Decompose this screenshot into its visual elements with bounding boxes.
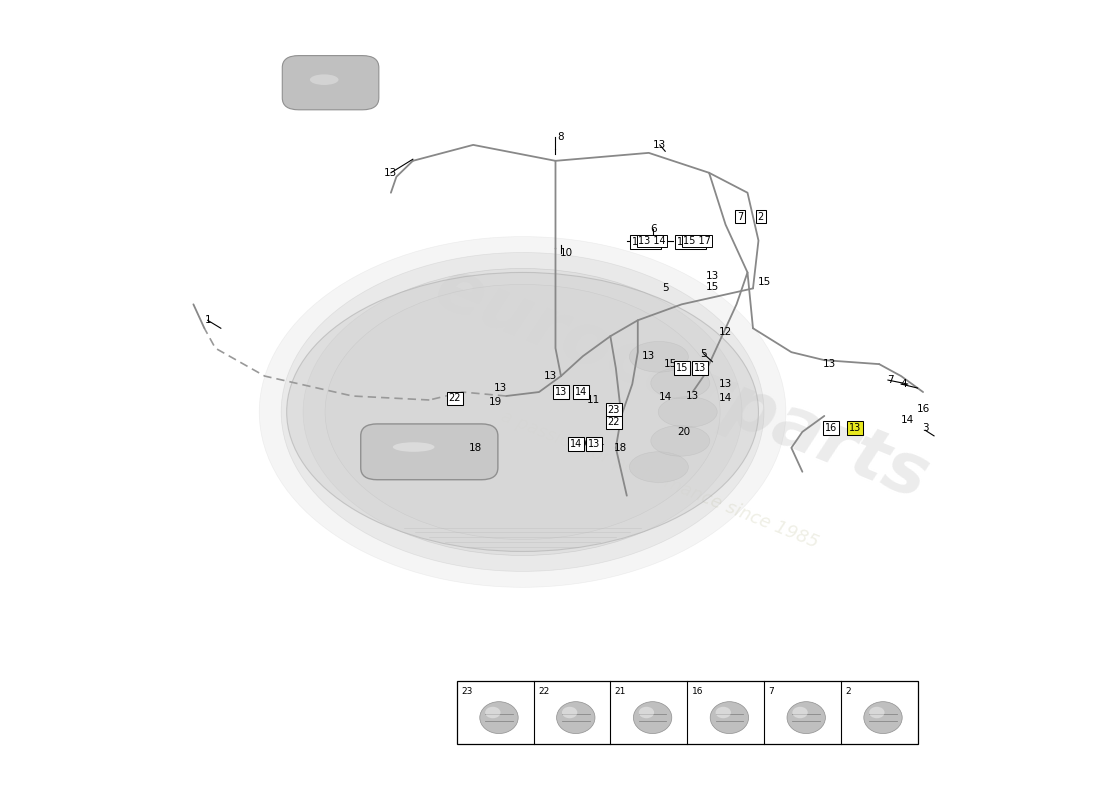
Text: 10: 10 <box>560 247 573 258</box>
Text: 14: 14 <box>574 387 586 397</box>
Ellipse shape <box>711 702 749 734</box>
Text: 13: 13 <box>719 379 733 389</box>
Text: 2: 2 <box>845 687 850 696</box>
Ellipse shape <box>651 368 710 398</box>
Text: 20: 20 <box>678 427 691 437</box>
Text: 13: 13 <box>642 351 656 361</box>
Text: 16: 16 <box>916 404 930 414</box>
Text: 1: 1 <box>205 315 211 326</box>
Text: 15: 15 <box>664 359 678 369</box>
Ellipse shape <box>562 706 578 718</box>
Text: 4: 4 <box>900 379 906 389</box>
Ellipse shape <box>393 442 434 452</box>
Text: 15: 15 <box>757 277 771 287</box>
Text: 13: 13 <box>543 371 557 381</box>
Text: 15 17: 15 17 <box>676 237 704 247</box>
Text: 13: 13 <box>694 363 706 373</box>
FancyBboxPatch shape <box>283 56 378 110</box>
Ellipse shape <box>480 702 518 734</box>
Text: 12: 12 <box>719 327 733 338</box>
Text: eurocarparts: eurocarparts <box>425 254 938 514</box>
Text: 11: 11 <box>587 395 601 405</box>
Ellipse shape <box>639 706 654 718</box>
Ellipse shape <box>716 706 730 718</box>
Ellipse shape <box>658 397 717 427</box>
Text: a passion for performance since 1985: a passion for performance since 1985 <box>498 407 822 552</box>
Text: 13: 13 <box>686 391 700 401</box>
Ellipse shape <box>864 702 902 734</box>
Text: 14: 14 <box>592 439 605 449</box>
Text: 5: 5 <box>701 349 707 358</box>
Ellipse shape <box>485 706 501 718</box>
Text: 22: 22 <box>449 394 461 403</box>
Text: 13: 13 <box>587 439 600 449</box>
Text: 15: 15 <box>706 282 719 292</box>
Text: 14: 14 <box>570 439 583 449</box>
Ellipse shape <box>282 253 764 571</box>
Ellipse shape <box>634 702 672 734</box>
Text: 19: 19 <box>488 397 502 406</box>
FancyBboxPatch shape <box>361 424 498 480</box>
Text: 23: 23 <box>461 687 473 696</box>
Ellipse shape <box>304 269 742 555</box>
Text: 16: 16 <box>692 687 703 696</box>
Ellipse shape <box>792 706 807 718</box>
Ellipse shape <box>260 237 785 587</box>
Text: 8: 8 <box>558 132 564 142</box>
Text: 18: 18 <box>469 443 482 453</box>
Ellipse shape <box>310 74 339 85</box>
Text: 13: 13 <box>653 140 667 150</box>
Text: 6: 6 <box>650 223 657 234</box>
Text: 15 17: 15 17 <box>683 235 711 246</box>
Text: 2: 2 <box>758 212 763 222</box>
Text: 13: 13 <box>554 387 568 397</box>
Ellipse shape <box>786 702 825 734</box>
Text: 14: 14 <box>659 392 672 402</box>
Text: 18: 18 <box>614 443 627 453</box>
Bar <box>456 681 917 744</box>
Text: 7: 7 <box>737 212 742 222</box>
Text: 14: 14 <box>901 415 914 425</box>
Text: 15: 15 <box>675 363 688 373</box>
Ellipse shape <box>326 285 720 539</box>
Ellipse shape <box>629 342 689 372</box>
Text: 23: 23 <box>607 405 619 414</box>
Text: 13: 13 <box>706 271 719 282</box>
Text: 7: 7 <box>887 375 893 385</box>
Ellipse shape <box>651 426 710 456</box>
Ellipse shape <box>287 273 759 551</box>
Text: 13 14: 13 14 <box>631 237 659 247</box>
Text: 5: 5 <box>662 283 669 294</box>
Text: 22: 22 <box>538 687 549 696</box>
Text: 7: 7 <box>768 687 774 696</box>
Text: 13: 13 <box>823 359 836 369</box>
Text: 3: 3 <box>922 423 928 433</box>
Text: 13: 13 <box>384 168 397 178</box>
Text: 21: 21 <box>615 687 626 696</box>
Text: 14: 14 <box>719 394 733 403</box>
Text: 22: 22 <box>607 418 620 427</box>
Ellipse shape <box>629 452 689 482</box>
Text: 13: 13 <box>849 423 861 433</box>
Ellipse shape <box>557 702 595 734</box>
Text: 13 14: 13 14 <box>638 235 666 246</box>
Text: 13: 13 <box>494 383 507 393</box>
Text: 9: 9 <box>580 439 586 449</box>
Ellipse shape <box>869 706 884 718</box>
Text: 16: 16 <box>825 423 837 433</box>
